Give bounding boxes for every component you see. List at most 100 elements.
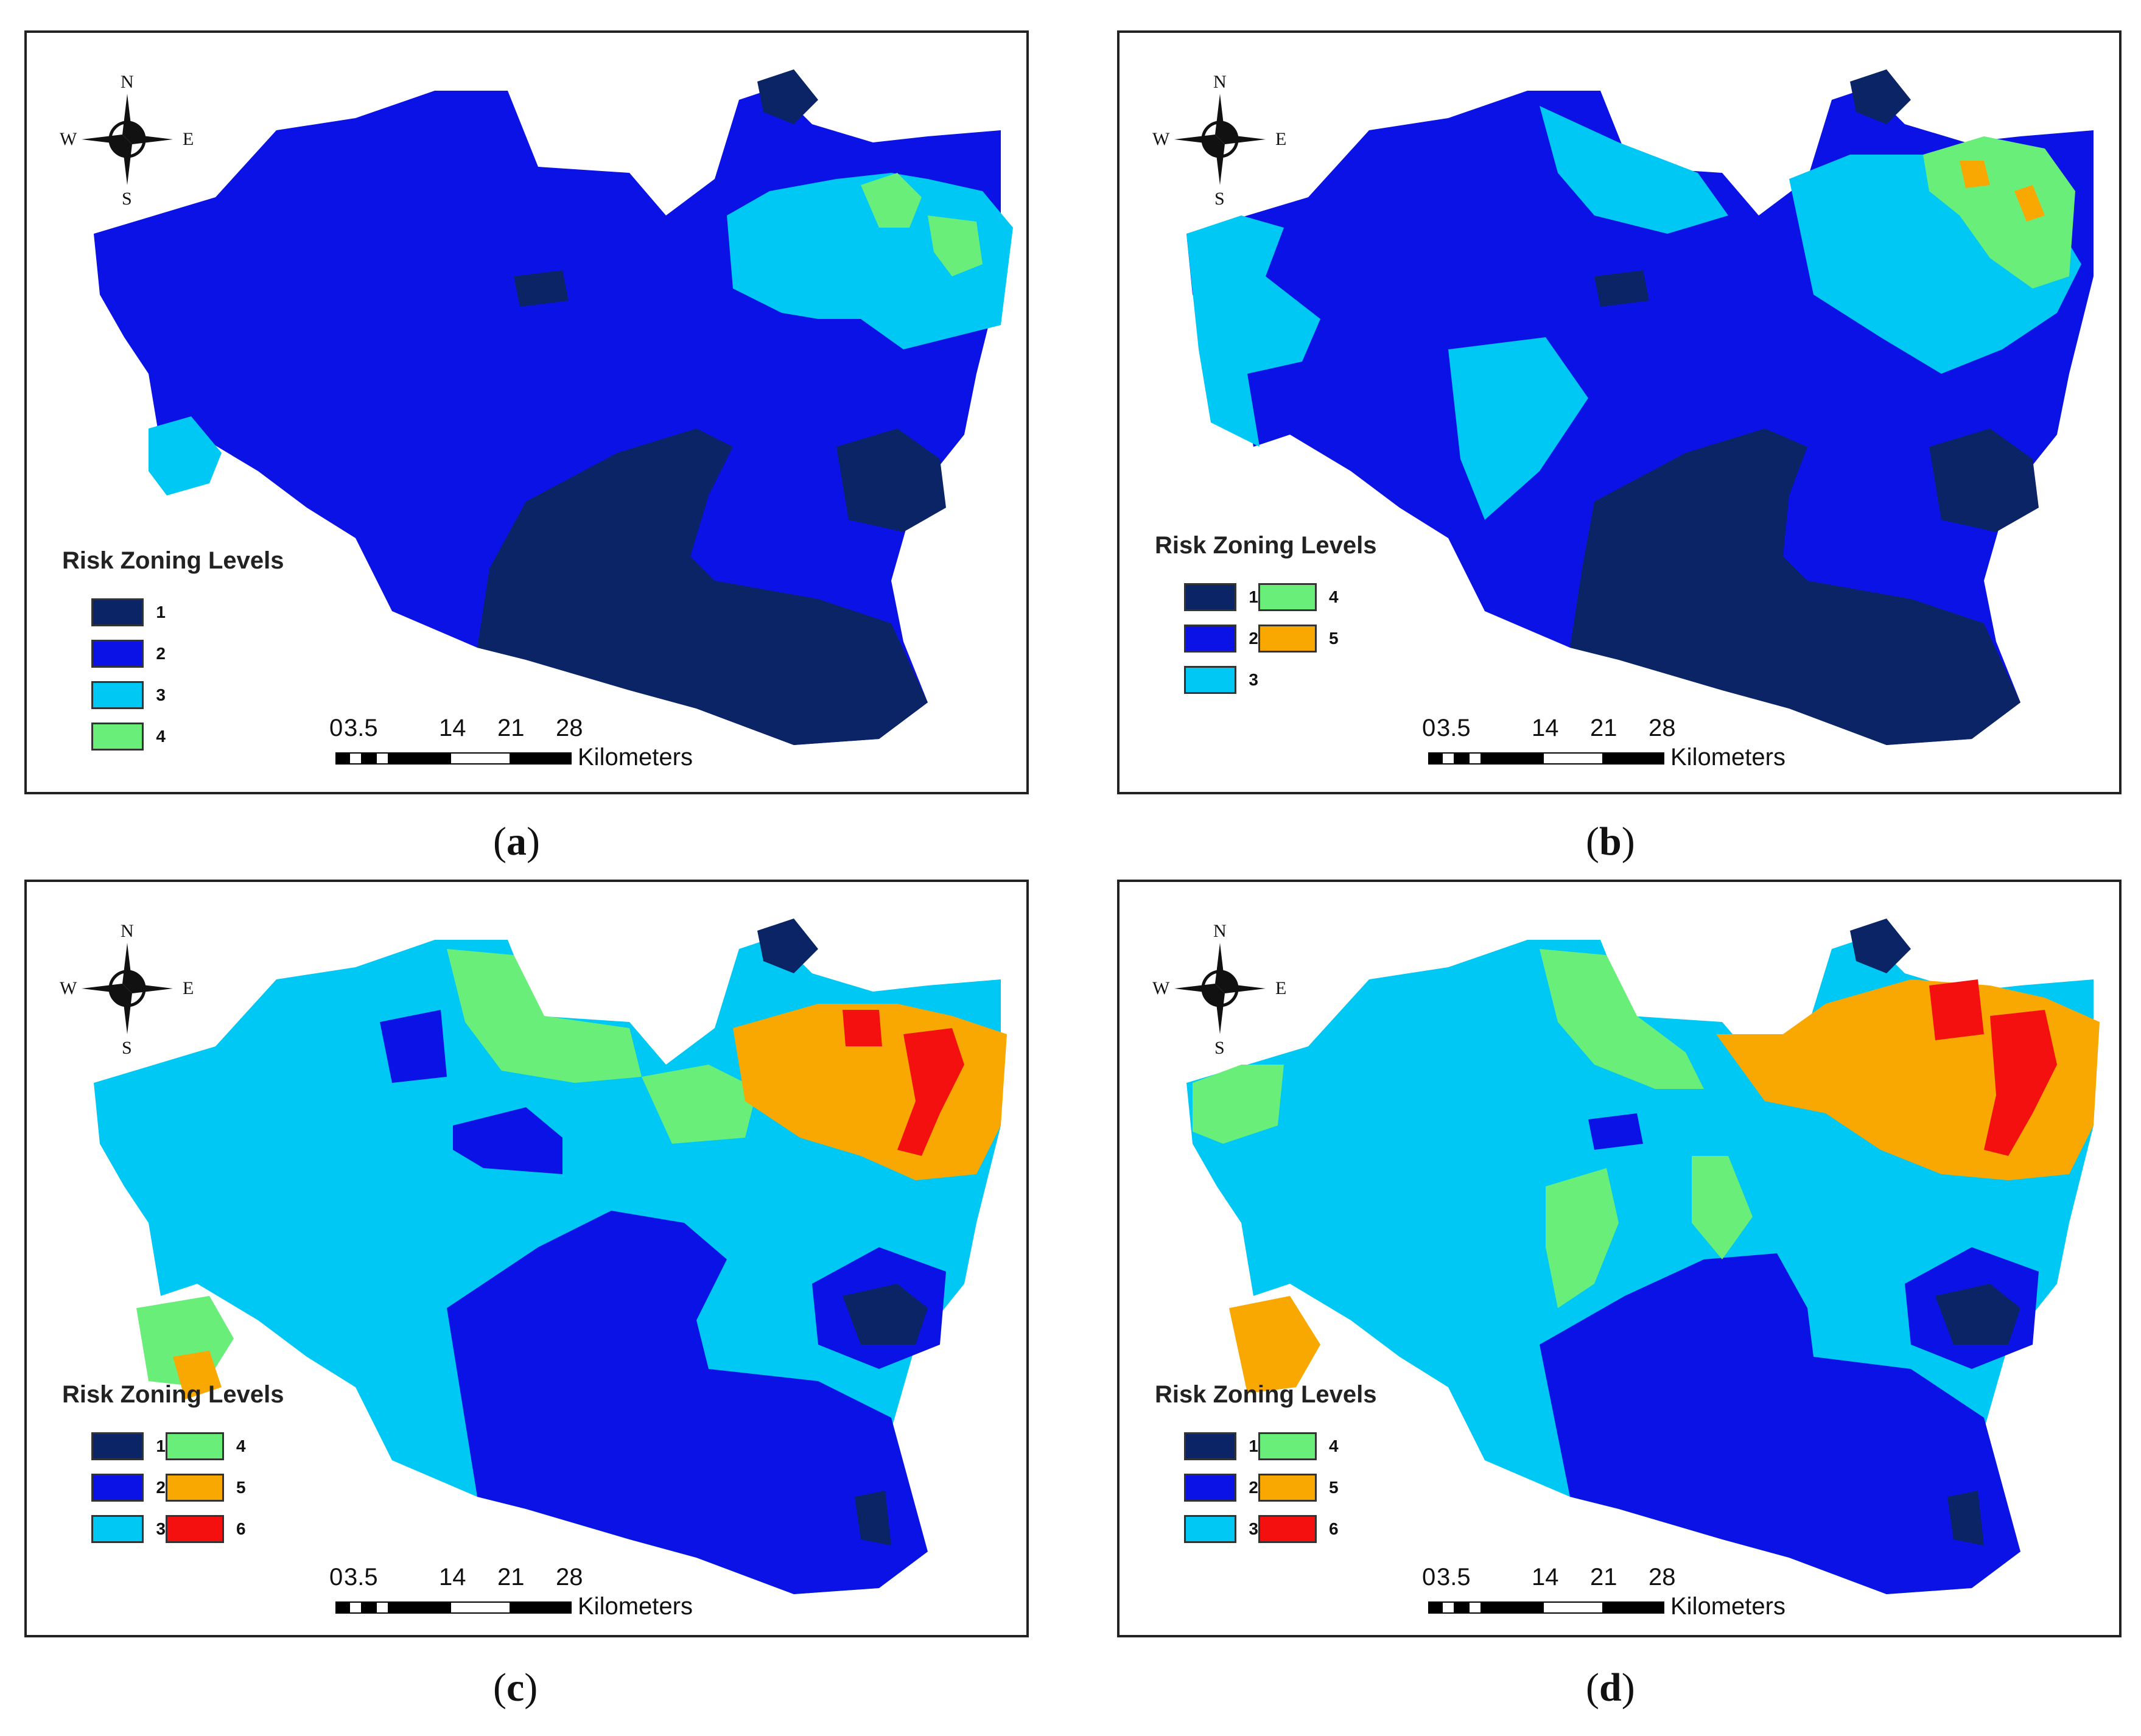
legend: Risk Zoning Levels 1 2 3 4 5 <box>1155 532 1377 701</box>
compass-icon <box>1174 94 1266 185</box>
compass-south: S <box>1214 1038 1225 1058</box>
compass-east: E <box>1275 129 1287 149</box>
zone-level-2-center <box>453 1107 562 1174</box>
legend-swatch <box>1184 1474 1237 1502</box>
risk-zoning-map <box>94 69 1013 745</box>
legend-swatch <box>91 1474 144 1502</box>
legend-label: 3 <box>1249 670 1258 689</box>
zone-level-1-north <box>757 919 818 973</box>
zone-level-4 <box>861 173 922 228</box>
scale-tick: 0 <box>1422 1564 1436 1591</box>
legend-title: Risk Zoning Levels <box>1155 532 1377 559</box>
scale-tick: 21 <box>1590 1564 1617 1591</box>
legend-swatch <box>1184 625 1237 653</box>
legend-label: 2 <box>156 644 166 663</box>
legend-label: 4 <box>1329 1437 1339 1455</box>
compass-east: E <box>1275 978 1287 998</box>
scale-tick: 3.5 <box>344 715 378 741</box>
caption-b: (b) <box>1586 819 1635 864</box>
legend-label: 5 <box>1329 629 1339 648</box>
risk-zoning-map <box>1186 919 2100 1594</box>
compass-west: W <box>1152 978 1170 998</box>
legend-swatch <box>1184 1515 1237 1543</box>
legend-label: 3 <box>156 1519 166 1538</box>
legend-swatch <box>1184 1432 1237 1460</box>
scale-bar: 0 3.5 14 21 28 Kilometers <box>304 1564 766 1631</box>
zone-level-6 <box>1929 979 1984 1040</box>
zone-level-5-west <box>1229 1296 1320 1393</box>
scale-unit: Kilometers <box>578 1593 693 1620</box>
compass-south: S <box>122 1038 132 1058</box>
north-arrow: N S W E <box>57 919 197 1059</box>
north-arrow: N S W E <box>1150 69 1290 209</box>
legend-label: 1 <box>156 1437 166 1455</box>
legend-item: 3 <box>62 1508 166 1550</box>
compass-west: W <box>1152 129 1170 149</box>
legend-item: 4 <box>1258 1426 1362 1467</box>
legend-label: 6 <box>1329 1519 1339 1538</box>
legend-label: 2 <box>1249 629 1258 648</box>
legend-label: 2 <box>156 1478 166 1497</box>
zone-level-1-north <box>1850 69 1911 124</box>
scale-tick: 14 <box>439 1564 466 1591</box>
zone-level-1-east <box>836 429 946 532</box>
legend-swatch <box>166 1515 224 1543</box>
zone-level-5-streak <box>2014 185 2045 222</box>
compass-north: N <box>121 72 134 92</box>
zone-level-6 <box>843 1010 882 1046</box>
scale-tick: 3.5 <box>1437 715 1471 741</box>
zone-level-1-center <box>1594 270 1649 307</box>
legend-item: 6 <box>1258 1508 1362 1550</box>
scale-bar: 0 3.5 14 21 28 Kilometers <box>304 715 766 782</box>
legend-item: 2 <box>62 1467 166 1508</box>
map-panel-b: N S W E Risk Zoning Levels 1 2 3 4 5 0 3… <box>1117 30 2122 794</box>
scale-bar: 0 3.5 14 21 28 Kilometers <box>1396 715 1859 782</box>
legend-label: 3 <box>156 685 166 704</box>
legend-item: 2 <box>1155 618 1258 659</box>
zone-level-4-south <box>1692 1156 1753 1259</box>
zone-level-4-east <box>642 1065 757 1144</box>
zone-level-2-center <box>1588 1113 1643 1150</box>
zone-level-3 <box>727 173 1013 349</box>
legend-item: 1 <box>62 1426 166 1467</box>
scale-tick: 14 <box>1532 715 1559 741</box>
scale-tick: 28 <box>1649 1564 1676 1591</box>
scale-tick: 3.5 <box>344 1564 378 1591</box>
legend-swatch <box>166 1432 224 1460</box>
legend-swatch <box>1258 1474 1317 1502</box>
legend-swatch <box>1258 583 1317 611</box>
caption-c: (c) <box>493 1665 538 1710</box>
scale-unit: Kilometers <box>1670 744 1785 771</box>
legend-item: 4 <box>166 1426 269 1467</box>
legend-label: 4 <box>156 727 166 746</box>
legend-item: 4 <box>1258 576 1362 618</box>
legend-item: 2 <box>62 633 166 674</box>
legend-swatch <box>166 1474 224 1502</box>
zone-level-4 <box>447 949 642 1083</box>
legend-swatch <box>1258 1432 1317 1460</box>
legend-item: 3 <box>1155 1508 1258 1550</box>
scale-tick: 28 <box>556 1564 583 1591</box>
legend-label: 5 <box>1329 1478 1339 1497</box>
compass-icon <box>1174 943 1266 1034</box>
legend-swatch <box>1184 583 1237 611</box>
compass-east: E <box>183 978 194 998</box>
zone-level-1-se <box>855 1491 891 1545</box>
zone-level-4 <box>1923 136 2075 289</box>
legend-swatch <box>91 640 144 668</box>
zone-level-3-north <box>1540 106 1728 234</box>
zone-level-2 <box>447 1211 928 1594</box>
legend-label: 1 <box>1249 587 1258 606</box>
legend-label: 4 <box>1329 587 1339 606</box>
zone-level-1-north <box>757 69 818 124</box>
legend-item: 2 <box>1155 1467 1258 1508</box>
caption-a: (a) <box>493 819 540 864</box>
legend-swatch <box>91 1432 144 1460</box>
scale-tick: 21 <box>497 1564 525 1591</box>
legend: Risk Zoning Levels 1 2 3 4 5 6 <box>62 1381 284 1550</box>
zone-level-1-se <box>1947 1491 1984 1545</box>
scale-tick: 0 <box>329 715 343 741</box>
legend-swatch <box>91 723 144 751</box>
scale-tick: 0 <box>329 1564 343 1591</box>
scale-unit: Kilometers <box>578 744 693 771</box>
